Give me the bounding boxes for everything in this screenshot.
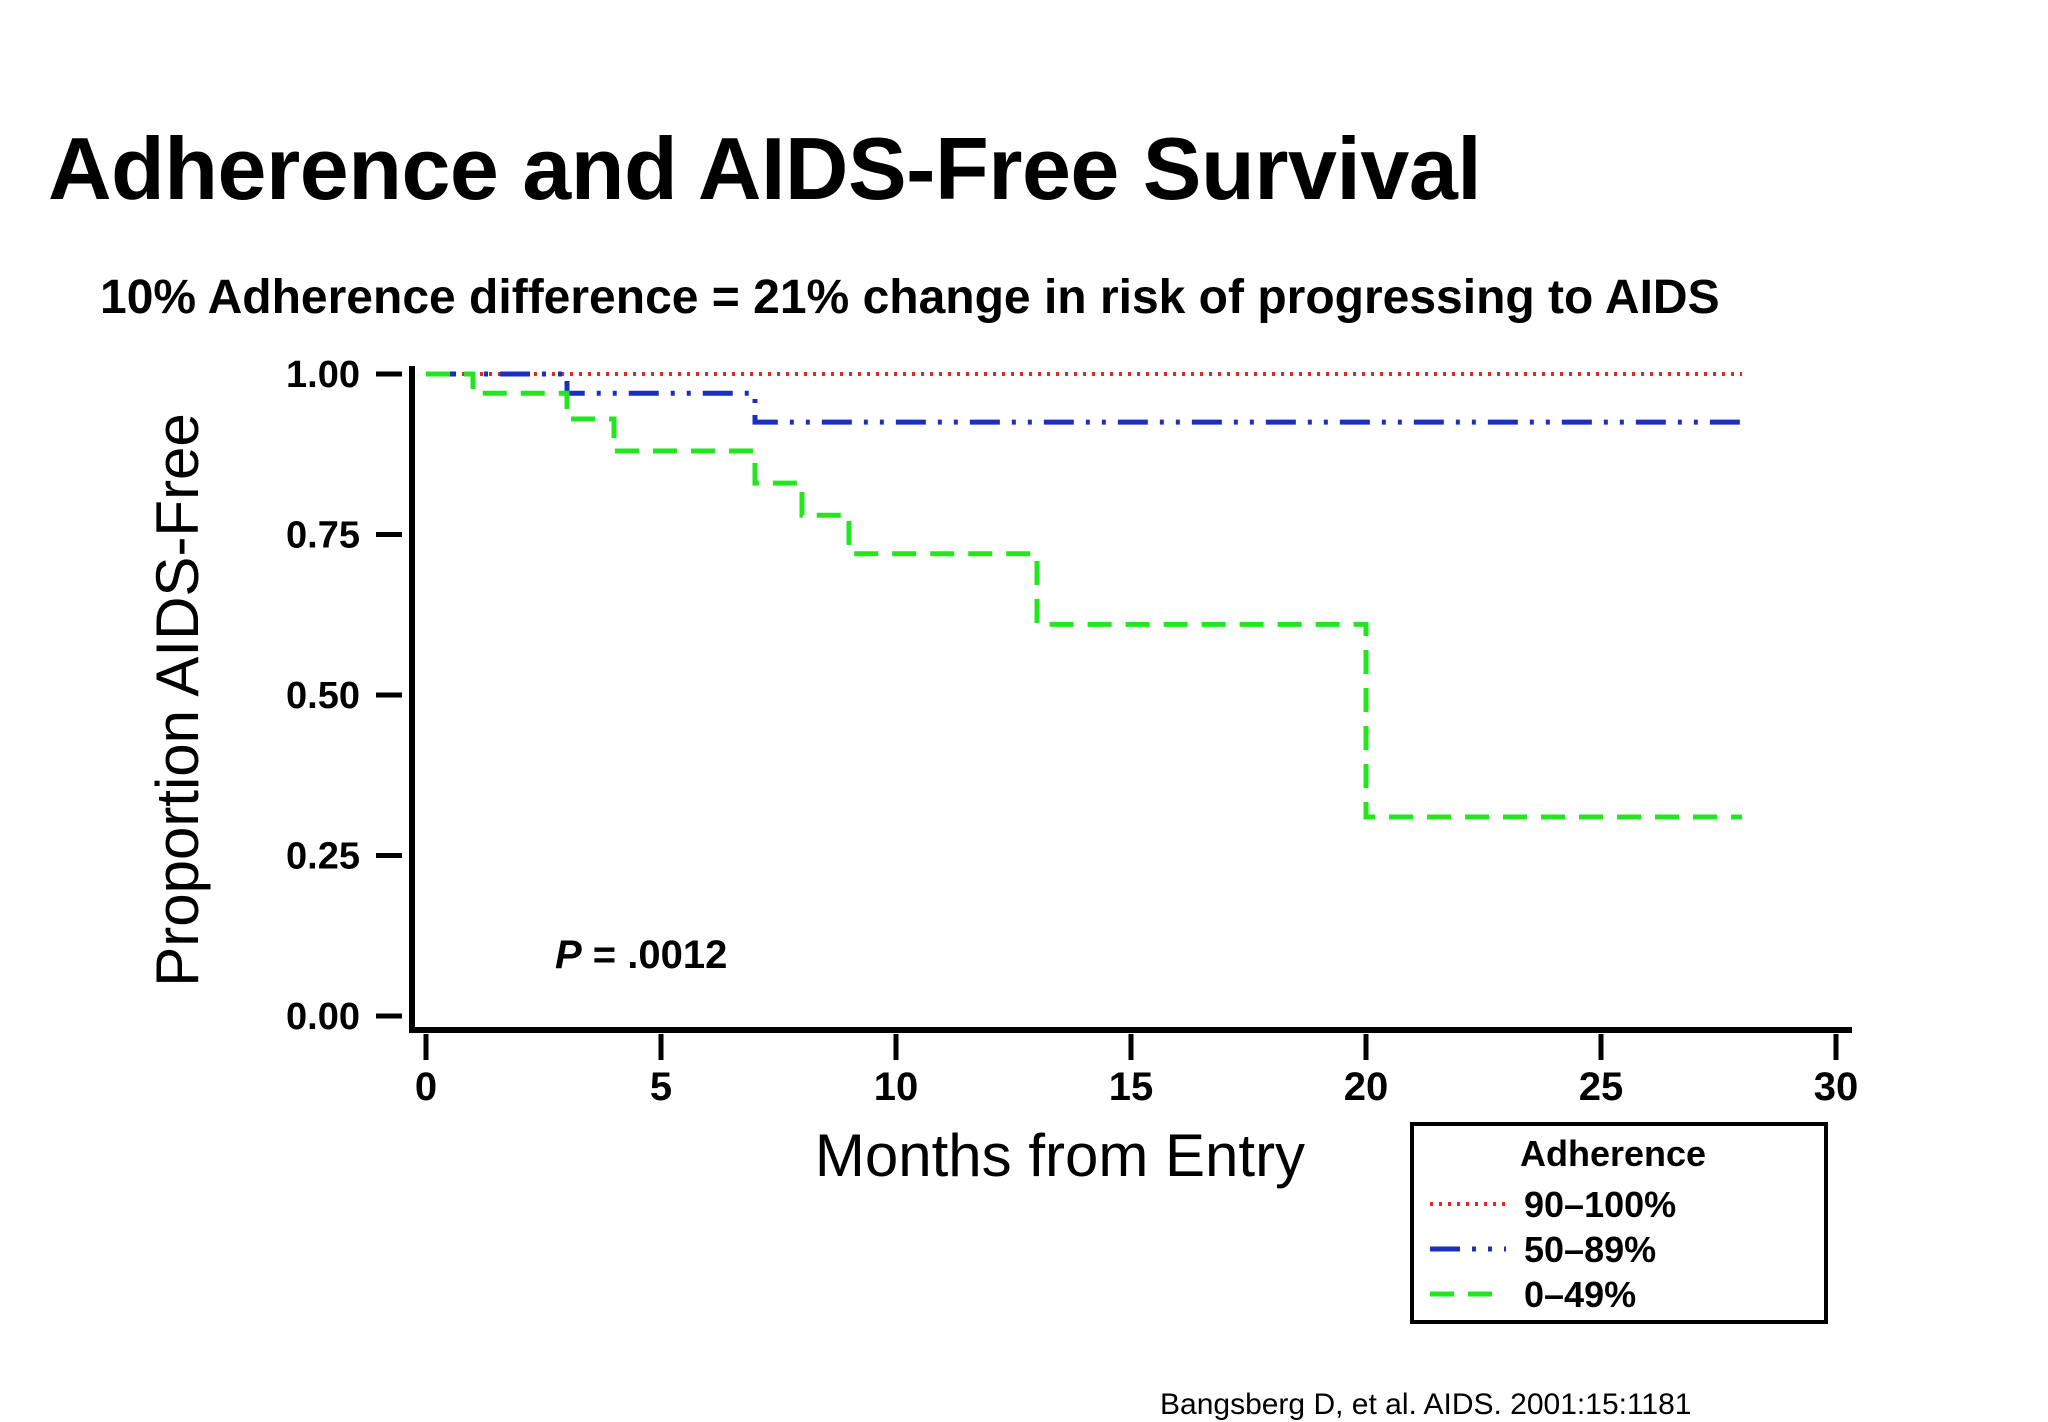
series-group bbox=[426, 371, 1742, 820]
x-tick-label: 5 bbox=[650, 1065, 672, 1109]
p-value-annotation: P = .0012 bbox=[555, 933, 727, 977]
y-tick-label: 1.00 bbox=[286, 354, 360, 396]
series-line-1 bbox=[426, 371, 1742, 425]
y-tick-label: 0.50 bbox=[286, 675, 360, 717]
x-axis-title: Months from Entry bbox=[815, 1122, 1305, 1189]
legend-box bbox=[1410, 1122, 1828, 1324]
y-tick-label: 0.75 bbox=[286, 515, 360, 557]
slide-title: Adherence and AIDS-Free Survival bbox=[48, 119, 1482, 218]
legend-label: 0–49% bbox=[1524, 1274, 1636, 1315]
citation: Bangsberg D, et al. AIDS. 2001:15:1181 bbox=[1160, 1388, 1692, 1421]
legend-title: Adherence bbox=[1520, 1133, 1706, 1174]
series-line-2 bbox=[426, 371, 1742, 820]
x-tick-label: 0 bbox=[415, 1065, 437, 1109]
axes-group: 0.00 0.25 0.50 0.75 1.00 0 5 10 15 20 25 30 bbox=[286, 354, 1858, 1109]
y-axis-title: Proportion AIDS-Free bbox=[144, 413, 211, 987]
slide-subtitle: 10% Adherence difference = 21% change in… bbox=[100, 271, 1720, 324]
legend-label: 90–100% bbox=[1524, 1184, 1676, 1225]
legend-label: 50–89% bbox=[1524, 1229, 1656, 1270]
y-tick-label: 0.25 bbox=[286, 836, 360, 878]
y-tick-label: 0.00 bbox=[286, 996, 360, 1038]
x-tick-label: 15 bbox=[1109, 1065, 1154, 1109]
x-tick-label: 20 bbox=[1344, 1065, 1389, 1109]
x-tick-label: 10 bbox=[874, 1065, 919, 1109]
x-tick-label: 30 bbox=[1814, 1065, 1859, 1109]
x-tick-label: 25 bbox=[1579, 1065, 1624, 1109]
legend: Adherence 90–100%50–89%0–49% bbox=[1410, 1122, 1828, 1324]
